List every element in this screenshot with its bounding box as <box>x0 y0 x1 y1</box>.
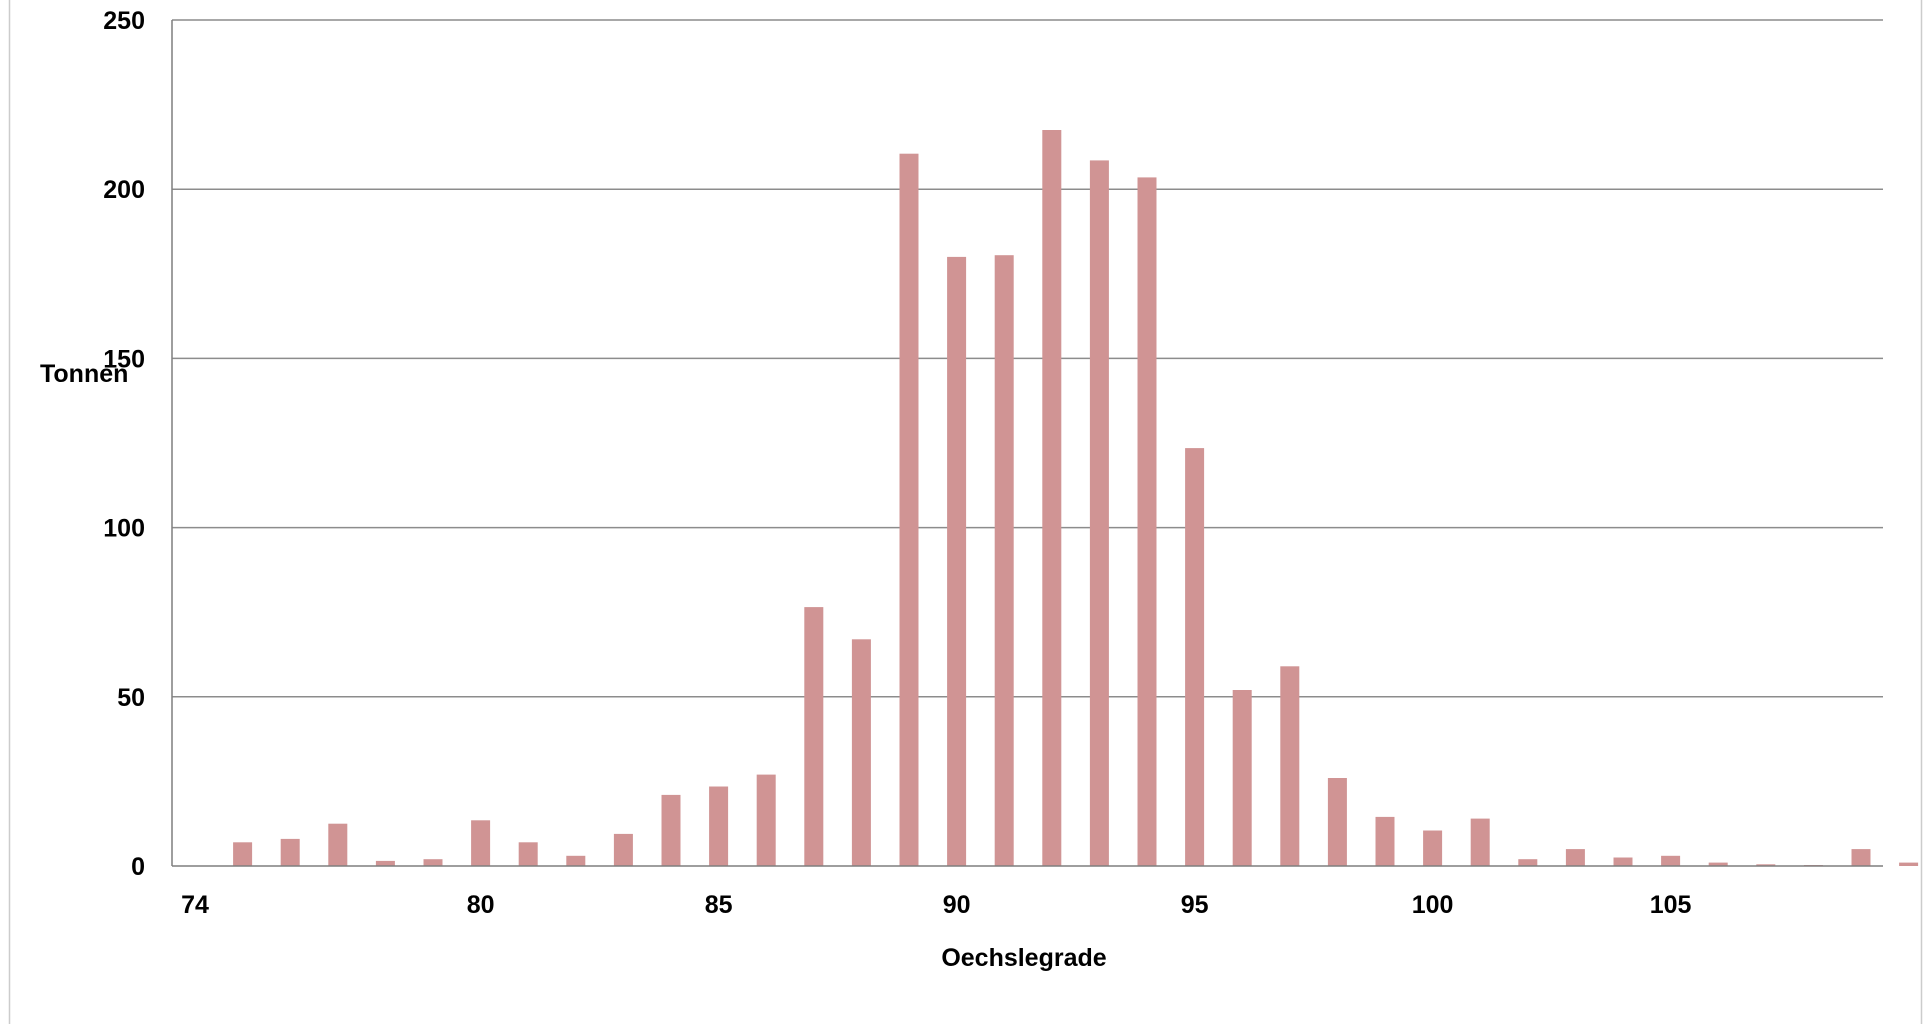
bar <box>1899 863 1918 866</box>
bar <box>852 639 871 866</box>
y-tick-label: 250 <box>103 7 145 35</box>
x-axis-title: Oechslegrade <box>941 944 1106 972</box>
x-tick-label: 95 <box>1181 891 1209 919</box>
x-tick-label: 100 <box>1412 891 1454 919</box>
x-tick-label: 105 <box>1650 891 1692 919</box>
x-tick-label: 90 <box>943 891 971 919</box>
bar <box>376 861 395 866</box>
bar <box>804 607 823 866</box>
bar <box>1518 859 1537 866</box>
y-tick-label: 50 <box>117 684 145 712</box>
bar <box>233 842 252 866</box>
bars <box>233 130 1918 866</box>
bar <box>1614 858 1633 867</box>
bar <box>614 834 633 866</box>
y-axis-title: Tonnen <box>40 360 128 388</box>
bar <box>1280 666 1299 866</box>
bar <box>757 775 776 866</box>
bar <box>1852 849 1871 866</box>
bar <box>1138 177 1157 866</box>
bar <box>900 154 919 866</box>
bar <box>1376 817 1395 866</box>
bar <box>328 824 347 866</box>
x-tick-label: 85 <box>705 891 733 919</box>
bar <box>1471 819 1490 866</box>
bar <box>281 839 300 866</box>
x-tick-label: 80 <box>467 891 495 919</box>
y-tick-label: 0 <box>131 853 145 881</box>
bar <box>1328 778 1347 866</box>
bar <box>1090 160 1109 866</box>
bar <box>947 257 966 866</box>
bar <box>519 842 538 866</box>
bar <box>995 255 1014 866</box>
bar <box>1566 849 1585 866</box>
bar <box>424 859 443 866</box>
bar <box>566 856 585 866</box>
bar <box>1042 130 1061 866</box>
bar <box>1423 831 1442 867</box>
gridlines <box>172 20 1883 866</box>
bar <box>471 820 490 866</box>
x-tick-labels: 7480859095100105111 <box>181 891 1923 919</box>
x-tick-label: 74 <box>181 891 209 919</box>
y-tick-label: 100 <box>103 515 145 543</box>
bar <box>1661 856 1680 866</box>
bar <box>709 787 728 867</box>
bar <box>1233 690 1252 866</box>
bar <box>1185 448 1204 866</box>
y-tick-label: 200 <box>103 176 145 204</box>
bar <box>662 795 681 866</box>
